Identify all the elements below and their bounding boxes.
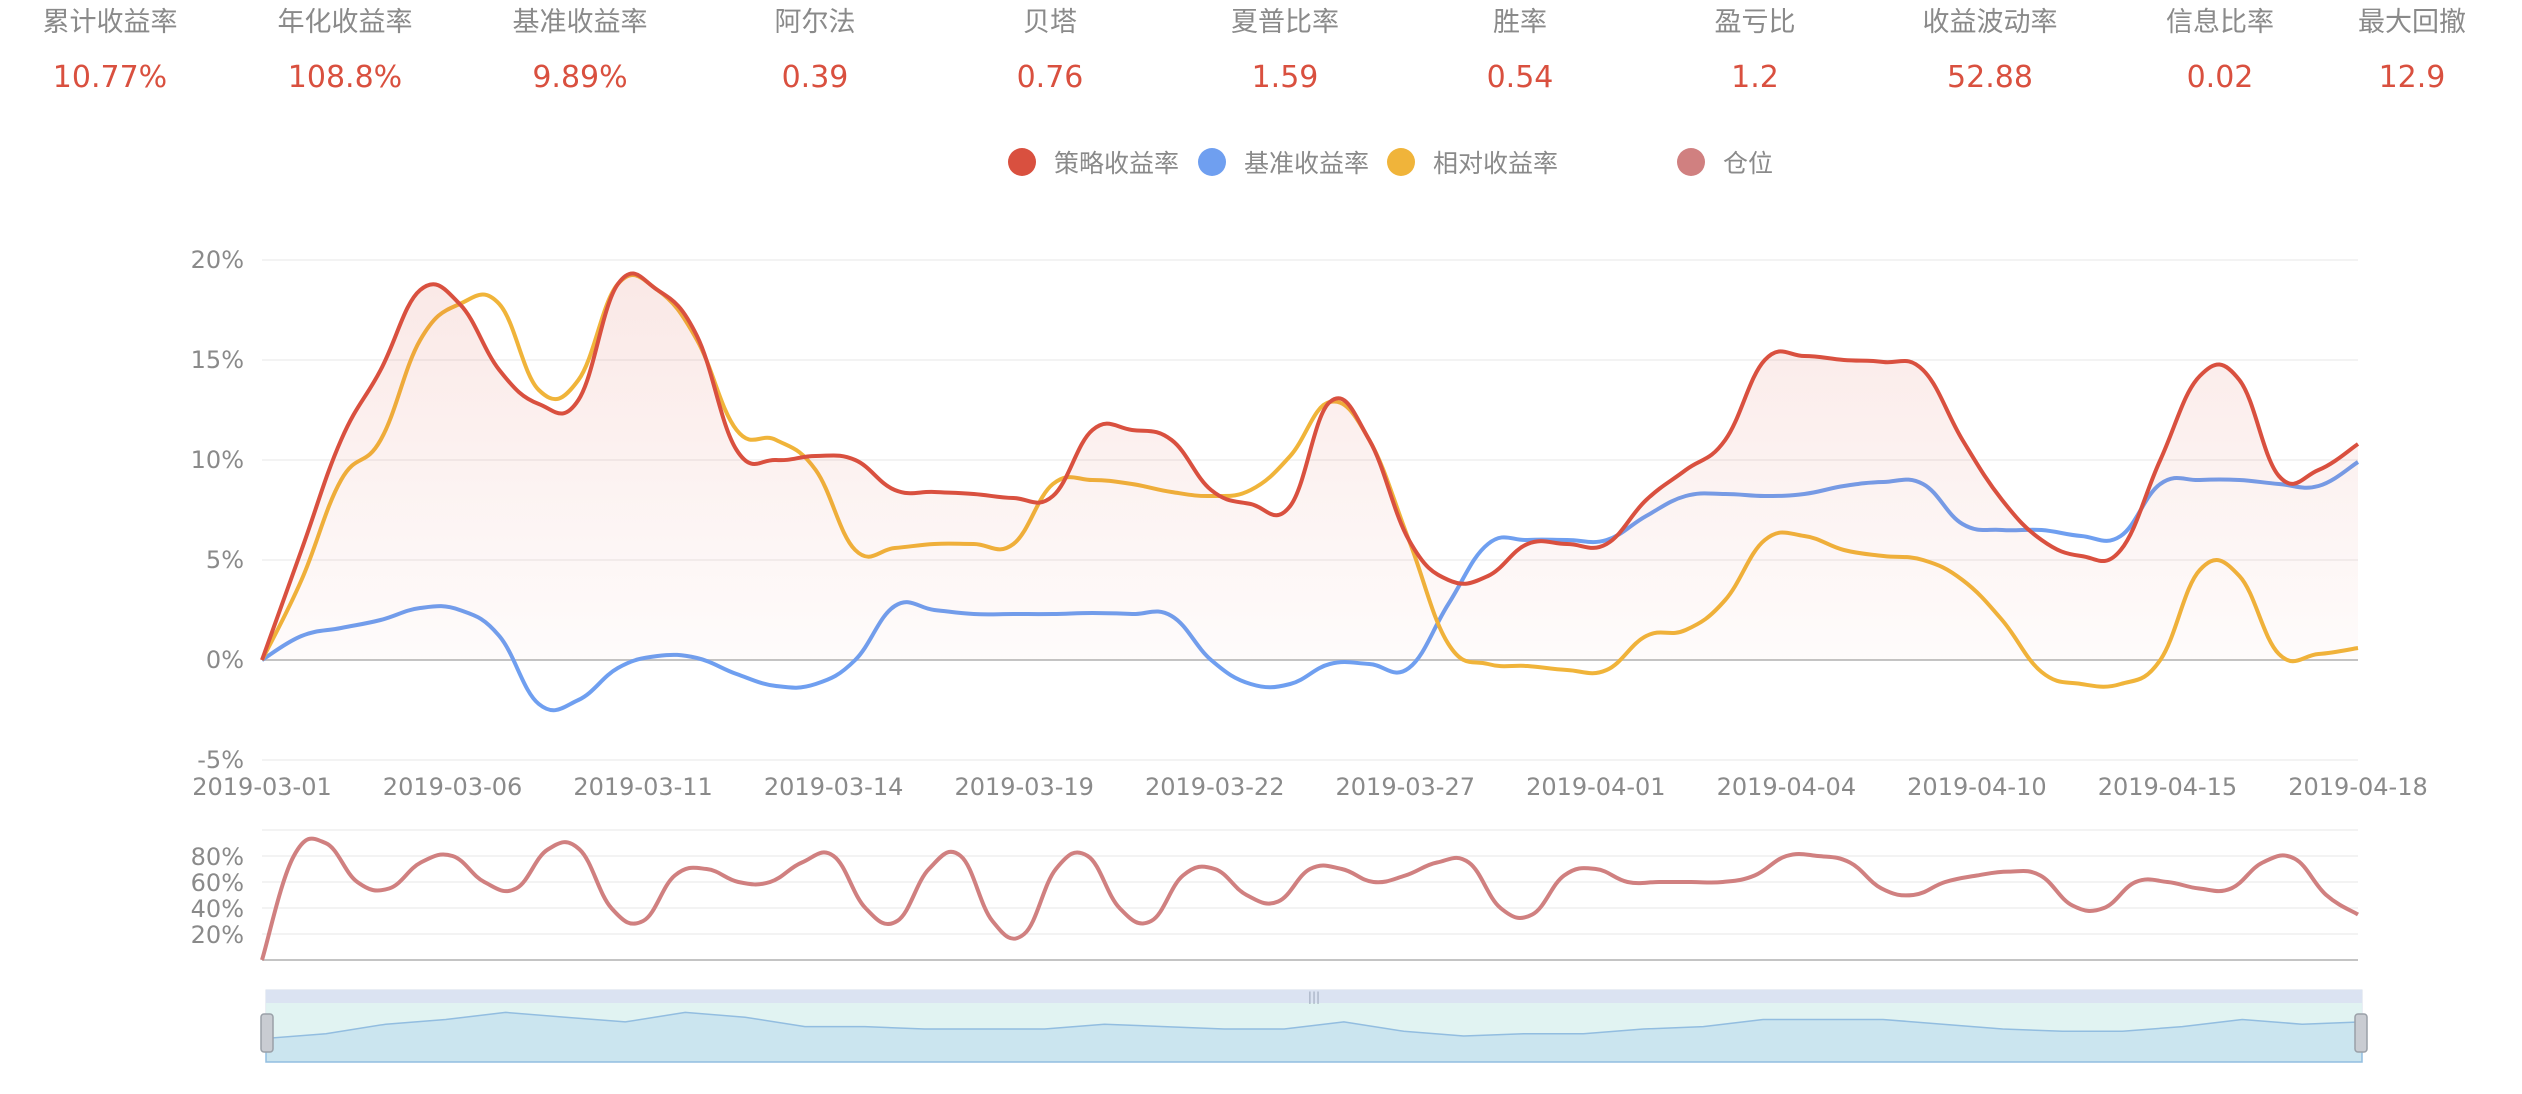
- metric-label: 盈亏比: [1714, 7, 1796, 38]
- metric-sharpe: 夏普比率 1.59: [1175, 0, 1395, 96]
- x-tick-label: 2019-03-22: [1145, 773, 1284, 801]
- slider-top-bar[interactable]: [266, 990, 2362, 1003]
- metric-information-ratio: 信息比率 0.02: [2110, 0, 2330, 96]
- legend-item-position[interactable]: 仓位: [1677, 142, 1773, 182]
- metric-max-drawdown: 最大回撤 12.9: [2302, 0, 2522, 96]
- slider-handle-right[interactable]: [2354, 1013, 2368, 1053]
- legend-item-relative[interactable]: 相对收益率: [1387, 142, 1558, 182]
- metric-label: 最大回撤: [2358, 7, 2466, 38]
- metric-value: 0.02: [2186, 60, 2254, 95]
- metric-label: 贝塔: [1023, 7, 1077, 38]
- strategy-area: [262, 273, 2358, 660]
- metric-value: 10.77%: [52, 60, 168, 95]
- position-y-axis: 80%60%40%20%: [191, 843, 244, 949]
- x-tick-label: 2019-03-27: [1336, 773, 1475, 801]
- legend-item-strategy[interactable]: 策略收益率: [1008, 142, 1179, 182]
- legend-dot-icon: [1387, 148, 1415, 176]
- main-x-axis: 2019-03-01 2019-03-06 2019-03-11 2019-03-14…: [192, 773, 2427, 801]
- y-tick-label: 10%: [191, 446, 244, 474]
- metric-label: 基准收益率: [512, 7, 648, 38]
- metric-benchmark-return: 基准收益率 9.89%: [470, 0, 690, 96]
- y-tick-label: 15%: [191, 346, 244, 374]
- metric-label: 夏普比率: [1231, 7, 1339, 38]
- metric-value: 12.9: [2378, 60, 2446, 95]
- x-tick-label: 2019-04-10: [1907, 773, 2046, 801]
- legend-item-benchmark[interactable]: 基准收益率: [1198, 142, 1369, 182]
- legend-label: 相对收益率: [1433, 149, 1559, 178]
- metric-value: 0.76: [1016, 60, 1084, 95]
- metric-label: 累计收益率: [42, 7, 178, 38]
- main-chart-series: [260, 271, 2360, 713]
- y-tick-label: 5%: [206, 546, 244, 574]
- datazoom-slider[interactable]: |||: [260, 989, 2368, 1063]
- legend-label: 基准收益率: [1244, 149, 1370, 178]
- metric-value: 0.39: [781, 60, 849, 95]
- y-tick-label: 0%: [206, 646, 244, 674]
- y-tick-label: 20%: [191, 921, 244, 949]
- metric-label: 年化收益率: [277, 7, 413, 38]
- metric-profit-loss-ratio: 盈亏比 1.2: [1645, 0, 1865, 96]
- metric-label: 胜率: [1493, 7, 1547, 38]
- main-y-axis: 20% 15% 10% 5% 0% -5%: [191, 246, 244, 774]
- x-tick-label: 2019-04-04: [1717, 773, 1856, 801]
- metric-label: 收益波动率: [1922, 7, 2058, 38]
- y-tick-label: -5%: [197, 746, 244, 774]
- metric-volatility: 收益波动率 52.88: [1880, 0, 2100, 96]
- y-tick-label: 40%: [191, 895, 244, 923]
- chart-legend: 策略收益率 基准收益率 相对收益率 仓位: [0, 142, 2522, 182]
- x-tick-label: 2019-04-01: [1526, 773, 1665, 801]
- y-tick-label: 20%: [191, 246, 244, 274]
- y-tick-label: 80%: [191, 843, 244, 871]
- slider-overview-area: [265, 1011, 2363, 1063]
- x-tick-label: 2019-04-18: [2288, 773, 2427, 801]
- legend-dot-icon: [1198, 148, 1226, 176]
- y-tick-label: 60%: [191, 869, 244, 897]
- x-tick-label: 2019-03-14: [764, 773, 903, 801]
- slider-grip-icon[interactable]: |||: [1308, 990, 1320, 1004]
- x-tick-label: 2019-03-11: [573, 773, 712, 801]
- metric-label: 阿尔法: [774, 7, 856, 38]
- legend-dot-icon: [1008, 148, 1036, 176]
- x-tick-label: 2019-04-15: [2098, 773, 2237, 801]
- x-tick-label: 2019-03-19: [954, 773, 1093, 801]
- metric-beta: 贝塔 0.76: [940, 0, 1160, 96]
- metrics-header: 累计收益率 10.77% 年化收益率 108.8% 基准收益率 9.89% 阿尔…: [0, 0, 2522, 120]
- metric-annualized-return: 年化收益率 108.8%: [235, 0, 455, 96]
- legend-label: 仓位: [1723, 149, 1774, 178]
- series-line-position[interactable]: [260, 836, 2360, 961]
- legend-dot-icon: [1677, 148, 1705, 176]
- slider-handle-left[interactable]: [260, 1013, 274, 1053]
- metric-value: 52.88: [1947, 60, 2033, 95]
- metric-value: 1.2: [1731, 60, 1779, 95]
- metric-label: 信息比率: [2166, 7, 2274, 38]
- position-chart-grid: [262, 829, 2358, 961]
- position-chart-series: [260, 836, 2360, 961]
- metric-value: 108.8%: [287, 60, 403, 95]
- metric-value: 0.54: [1486, 60, 1554, 95]
- legend-label: 策略收益率: [1054, 149, 1180, 178]
- metric-cumulative-return: 累计收益率 10.77%: [0, 0, 220, 96]
- metric-alpha: 阿尔法 0.39: [705, 0, 925, 96]
- metric-value: 1.59: [1251, 60, 1319, 95]
- x-tick-label: 2019-03-06: [383, 773, 522, 801]
- x-tick-label: 2019-03-01: [192, 773, 331, 801]
- metric-value: 9.89%: [532, 60, 628, 95]
- series-line-strategy[interactable]: [260, 271, 2360, 661]
- metric-win-rate: 胜率 0.54: [1410, 0, 1630, 96]
